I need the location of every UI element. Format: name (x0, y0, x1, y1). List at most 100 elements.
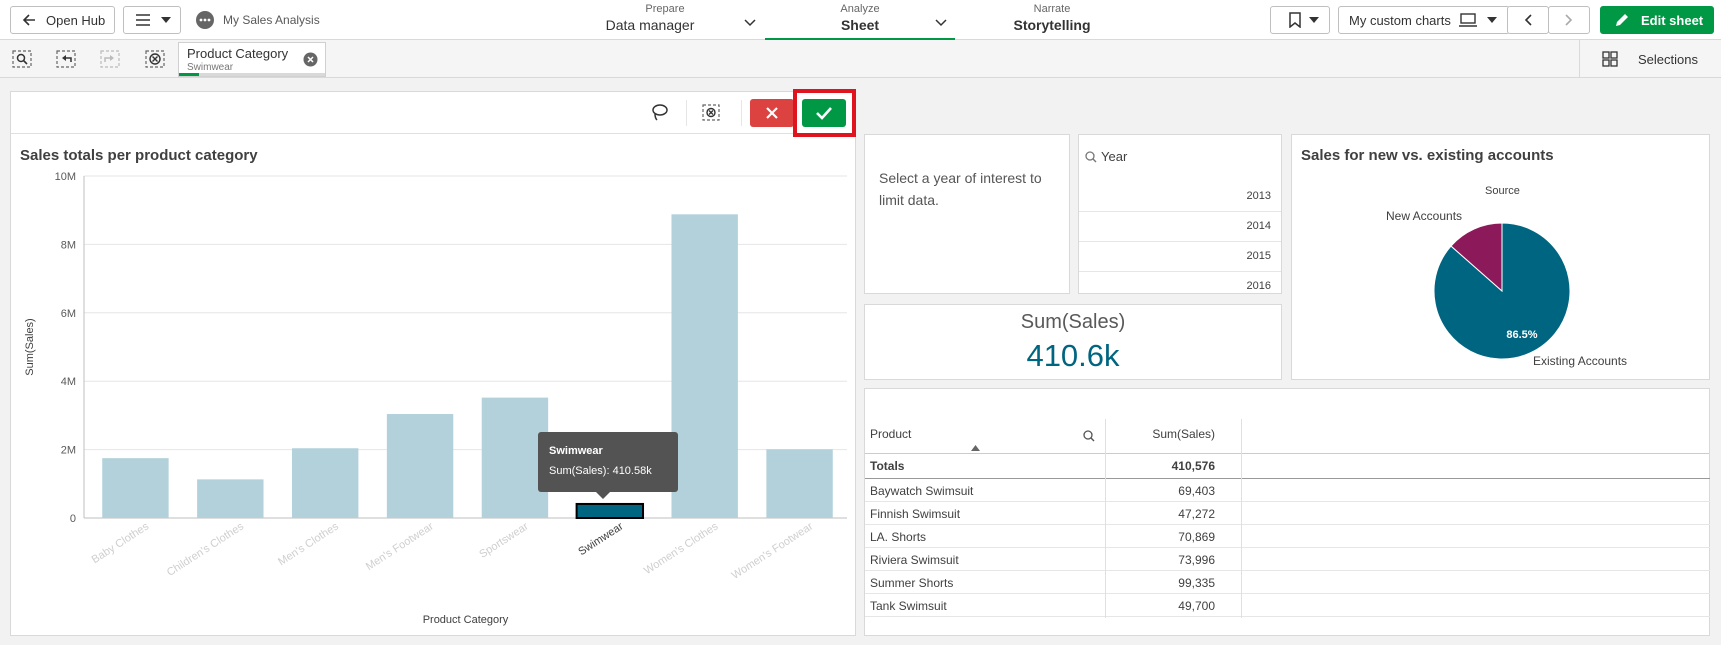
chevron-right-icon (1565, 14, 1573, 26)
sort-ascending-icon[interactable] (971, 445, 980, 451)
selection-chip-product-category[interactable]: Product Category Swimwear (178, 42, 326, 77)
column-header-sum-sales[interactable]: Sum(Sales) (1152, 427, 1215, 441)
pencil-icon (1616, 13, 1628, 26)
clear-selection-icon[interactable] (303, 52, 318, 67)
chip-selected-bar (179, 73, 325, 76)
caret-down-icon (1309, 17, 1319, 23)
custom-charts-label: My custom charts (1349, 12, 1451, 28)
search-icon[interactable] (1083, 430, 1095, 442)
y-tick-label: 6M (61, 308, 76, 320)
product-cell: Tank Swimsuit (870, 599, 947, 613)
clear-all-selections-icon[interactable] (145, 50, 165, 68)
product-cell: Finnish Swimsuit (870, 507, 961, 521)
y-tick-label: 8M (61, 239, 76, 251)
kpi-panel: Sum(Sales) 410.6k (864, 304, 1282, 380)
x-tick-label: Men's Clothes (276, 520, 341, 568)
table-header: Product Sum(Sales) (865, 419, 1709, 454)
bar (197, 479, 264, 518)
custom-charts-button[interactable]: My custom charts (1338, 6, 1510, 34)
kpi-label: Sum(Sales) (1020, 311, 1126, 333)
selections-tool[interactable]: Selections (1579, 40, 1721, 78)
x-tick-label: Swimwear (576, 520, 625, 558)
step-forward-icon[interactable] (100, 50, 120, 68)
pie-chart: 86.5% (1433, 222, 1571, 360)
totals-value: 410,576 (1171, 459, 1215, 473)
chip-title: Product Category (187, 46, 289, 61)
nav-prepare-value: Data manager (605, 17, 695, 33)
column-header-product[interactable]: Product (870, 427, 912, 441)
sales-cell: 70,869 (1178, 530, 1215, 544)
product-cell: Riviera Swimsuit (870, 553, 959, 567)
step-back-icon[interactable] (56, 50, 76, 68)
cancel-selection-button[interactable] (750, 99, 794, 127)
year-item[interactable]: 2013 (1246, 190, 1271, 202)
products-table: Product Sum(Sales) Totals 410,576 Baywat… (864, 388, 1710, 636)
x-tick-label: Women's Footwear (730, 520, 816, 582)
y-tick-label: 10M (55, 171, 76, 183)
year-item[interactable]: 2016 (1079, 271, 1281, 293)
check-icon (816, 107, 832, 120)
pie-legend-title: Source (1485, 185, 1520, 197)
table-row[interactable]: LA. Shorts 70,869 (865, 525, 1710, 548)
clear-selection-icon[interactable] (702, 104, 720, 121)
pie-label-new-accounts: New Accounts (1386, 209, 1463, 223)
chevron-down-icon[interactable] (744, 19, 756, 27)
confirm-selection-button[interactable] (802, 99, 846, 127)
year-search[interactable]: Year (1079, 135, 1281, 177)
nav-analyze[interactable]: Analyze Sheet (765, 0, 955, 40)
sales-cell: 99,335 (1178, 576, 1215, 590)
table-row[interactable]: Riviera Swimsuit 73,996 (865, 548, 1710, 571)
selections-grid-icon (1602, 51, 1618, 67)
bookmark-icon (1289, 12, 1301, 28)
bar (671, 214, 738, 518)
selection-toolbar (11, 89, 856, 137)
app-title[interactable]: My Sales Analysis (196, 11, 320, 29)
edit-sheet-button[interactable]: Edit sheet (1600, 6, 1714, 34)
nav-prepare[interactable]: Prepare Data manager (580, 0, 756, 40)
text-panel: Select a year of interest to limit data. (864, 134, 1070, 294)
pie-chart-panel: Sales for new vs. existing accounts Sour… (1291, 134, 1710, 380)
y-tick-label: 4M (61, 376, 76, 388)
main-menu-button[interactable] (123, 6, 181, 34)
more-dots-icon (196, 11, 214, 29)
x-axis-title: Product Category (423, 614, 509, 626)
bookmarks-button[interactable] (1270, 6, 1330, 34)
tooltip-title: Swimwear (549, 445, 603, 457)
table-row[interactable]: Tank Swimsuit 49,700 (865, 594, 1710, 617)
open-hub-button[interactable]: Open Hub (10, 6, 115, 34)
chart-tooltip: Swimwear Sum(Sales): 410.58k (538, 432, 678, 499)
caret-down-icon (1486, 17, 1497, 23)
bar-chart: 0 2M 4M 6M 8M 10M Baby Clothes Children's Cloth… (24, 171, 847, 626)
nav-narrate[interactable]: Narrate Storytelling (972, 0, 1132, 40)
x-tick-label: Children's Clothes (165, 520, 247, 579)
year-filter-pane: Year 2013 2014 2015 2016 (1078, 134, 1282, 294)
next-sheet-button[interactable] (1548, 6, 1590, 34)
sales-cell: 47,272 (1178, 507, 1215, 521)
pie-slice (1450, 222, 1503, 293)
year-item[interactable]: 2015 (1079, 241, 1281, 271)
chevron-down-icon[interactable] (935, 19, 947, 27)
pie-label-existing-accounts: Existing Accounts (1533, 354, 1628, 368)
smart-search-icon[interactable] (12, 50, 32, 68)
table-totals-row: Totals 410,576 (865, 454, 1710, 479)
lasso-icon[interactable] (651, 103, 669, 121)
app-title-label: My Sales Analysis (223, 13, 320, 27)
table-row[interactable]: Finnish Swimsuit 47,272 (865, 502, 1710, 525)
bar-chart-title: Sales totals per product category (20, 147, 258, 164)
previous-sheet-button[interactable] (1507, 6, 1549, 34)
y-tick-label: 2M (61, 445, 76, 457)
totals-label: Totals (870, 459, 905, 473)
nav-analyze-value: Sheet (840, 17, 880, 33)
laptop-icon (1458, 13, 1477, 27)
nav-narrate-label: Narrate (1033, 3, 1071, 15)
year-filter-title: Year (1101, 149, 1128, 164)
nav-analyze-label: Analyze (840, 3, 880, 15)
selections-bar: Product Category Swimwear Selections (0, 40, 1721, 78)
edit-sheet-label: Edit sheet (1641, 12, 1704, 28)
year-item[interactable]: 2014 (1079, 211, 1281, 241)
nav-prepare-label: Prepare (645, 3, 685, 15)
table-row[interactable]: Summer Shorts 99,335 (865, 571, 1710, 594)
table-row[interactable]: Baywatch Swimsuit 69,403 (865, 479, 1710, 502)
sales-cell: 49,700 (1178, 599, 1215, 613)
bar (386, 414, 454, 518)
